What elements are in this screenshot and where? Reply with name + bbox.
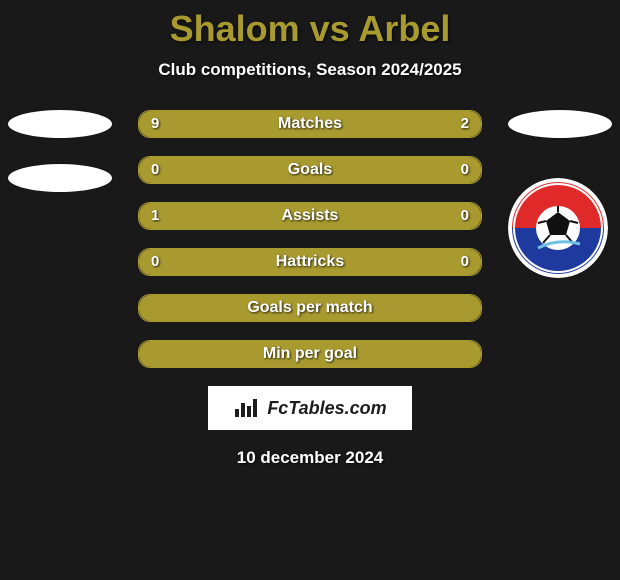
page-title: Shalom vs Arbel <box>0 0 620 50</box>
right-team-club-crest <box>508 178 608 278</box>
stat-bar-label: Assists <box>139 203 481 229</box>
club-crest-svg <box>508 178 608 278</box>
stat-bar-row: Min per goal <box>138 340 482 368</box>
stat-bar-row: 10Assists <box>138 202 482 230</box>
stat-bar-row: 00Hattricks <box>138 248 482 276</box>
fctables-attribution: FcTables.com <box>208 386 412 430</box>
stat-bar-row: 92Matches <box>138 110 482 138</box>
stat-bar-label: Hattricks <box>139 249 481 275</box>
stat-bar-label: Min per goal <box>139 341 481 367</box>
comparison-chart: 92Matches 00Goals 10Assists 00Hattricks Goal… <box>0 110 620 368</box>
left-team-badge-placeholder <box>8 110 112 138</box>
subtitle: Club competitions, Season 2024/2025 <box>0 60 620 80</box>
left-team-badge-placeholder <box>8 164 112 192</box>
date-caption: 10 december 2024 <box>0 448 620 468</box>
fctables-text: FcTables.com <box>267 398 386 419</box>
fctables-bars-icon <box>233 397 261 419</box>
left-team-badges <box>8 110 112 218</box>
stat-bar-label: Goals per match <box>139 295 481 321</box>
stat-bar-row: Goals per match <box>138 294 482 322</box>
stat-bar-label: Matches <box>139 111 481 137</box>
right-team-badges <box>508 110 612 278</box>
right-team-badge-placeholder <box>508 110 612 138</box>
stat-bar-label: Goals <box>139 157 481 183</box>
stat-bar-row: 00Goals <box>138 156 482 184</box>
stat-bars: 92Matches 00Goals 10Assists 00Hattricks Goal… <box>138 110 482 368</box>
